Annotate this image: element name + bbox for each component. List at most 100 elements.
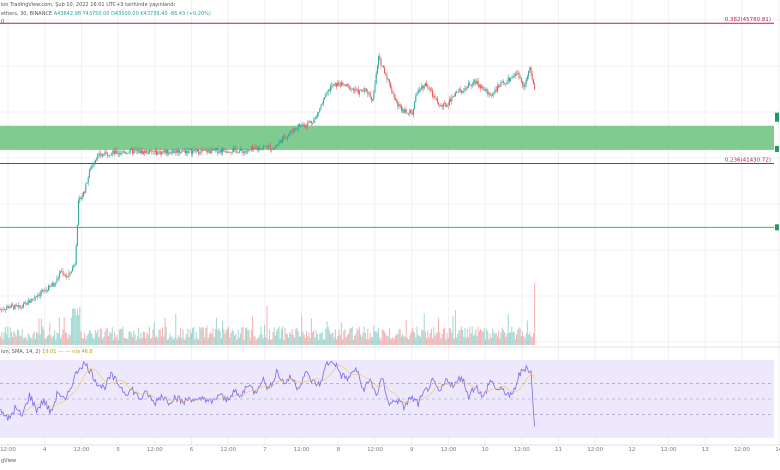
- candle-body: [367, 91, 369, 94]
- candle-body: [117, 153, 119, 155]
- volume-bar: [248, 330, 250, 345]
- volume-bar: [391, 337, 393, 345]
- candle-body: [37, 295, 39, 297]
- volume-bar: [439, 332, 441, 345]
- candle-body: [219, 149, 221, 152]
- volume-bar: [8, 337, 10, 345]
- volume-bar: [418, 336, 420, 345]
- volume-bar: [219, 331, 221, 345]
- volume-bar: [133, 331, 135, 345]
- volume-bar: [426, 338, 428, 345]
- candle-body: [225, 151, 227, 153]
- candle-body: [178, 150, 180, 153]
- candle-body: [406, 112, 408, 114]
- volume-bar: [314, 337, 316, 345]
- candle-body: [489, 93, 491, 96]
- candle-body: [499, 85, 501, 88]
- candle-body: [190, 149, 192, 154]
- candle-body: [474, 80, 476, 82]
- candle-body: [166, 149, 168, 154]
- volume-bar: [157, 338, 159, 345]
- volume-bar: [52, 335, 54, 345]
- candle-body: [262, 146, 264, 149]
- volume-bar: [262, 338, 264, 345]
- volume-bar: [92, 337, 94, 345]
- candle-body: [226, 151, 228, 153]
- volume-bar: [511, 326, 513, 345]
- candle-body: [284, 135, 286, 138]
- candle-body: [468, 83, 470, 88]
- volume-bar: [382, 330, 384, 345]
- volume-bar: [432, 338, 434, 345]
- volume-bar: [205, 328, 207, 345]
- volume-bar: [320, 333, 322, 345]
- volume-bar: [499, 338, 501, 345]
- candle-body: [439, 104, 441, 106]
- volume-bar: [121, 328, 123, 345]
- volume-bar: [142, 331, 144, 345]
- candle-body: [469, 83, 471, 85]
- candle-body: [223, 148, 225, 151]
- candle-body: [475, 80, 477, 84]
- candle-body: [264, 146, 266, 147]
- candle-body: [355, 88, 357, 91]
- candle-body: [108, 155, 110, 156]
- volume-bar: [43, 329, 45, 345]
- volume-bar: [164, 317, 166, 345]
- volume-bar: [158, 329, 160, 345]
- volume-bar: [408, 339, 410, 345]
- volume-bar: [82, 338, 84, 345]
- candle-body: [109, 155, 111, 157]
- volume-bar: [260, 326, 262, 345]
- volume-bar: [102, 338, 104, 345]
- volume-bar: [447, 337, 449, 345]
- volume-bar: [414, 332, 416, 345]
- candle-body: [148, 150, 150, 154]
- volume-bar: [507, 313, 509, 345]
- candle-body: [410, 109, 412, 113]
- candle-body: [38, 295, 40, 296]
- candle-body: [524, 84, 526, 88]
- candle-body: [268, 145, 270, 147]
- candle-body: [18, 305, 20, 307]
- volume-bar: [355, 333, 357, 345]
- candle-body: [345, 84, 347, 87]
- candle-body: [129, 149, 131, 153]
- volume-bar: [232, 331, 234, 345]
- volume-bar: [127, 338, 129, 345]
- volume-bar: [4, 326, 6, 345]
- volume-bar: [386, 335, 388, 345]
- volume-bar: [290, 334, 292, 345]
- volume-bar: [120, 328, 122, 345]
- volume-bar: [46, 335, 48, 345]
- candle-body: [98, 153, 100, 155]
- candle-body: [271, 149, 273, 151]
- candle-body: [387, 79, 389, 81]
- x-tick-label: 12:00: [734, 447, 750, 453]
- volume-bar: [417, 334, 419, 345]
- candle-body: [450, 99, 452, 102]
- volume-bar: [182, 329, 184, 345]
- volume-bar: [54, 330, 56, 345]
- volume-bar: [32, 333, 34, 345]
- candle-body: [534, 84, 536, 90]
- volume-bar: [397, 334, 399, 345]
- volume-bar: [513, 331, 515, 345]
- candle-body: [91, 165, 93, 169]
- volume-bar: [264, 324, 266, 345]
- candle-body: [334, 83, 336, 85]
- candle-body: [336, 83, 338, 87]
- volume-bar: [214, 328, 216, 345]
- candle-body: [0, 309, 2, 311]
- candle-body: [460, 90, 462, 93]
- volume-bar: [523, 335, 525, 345]
- candle-body: [174, 152, 176, 153]
- candle-body: [6, 307, 8, 310]
- candle-body: [146, 150, 148, 154]
- candle-body: [253, 147, 255, 150]
- volume-bar: [373, 325, 375, 345]
- candle-body: [80, 197, 82, 199]
- candle-body: [472, 81, 474, 84]
- volume-bar: [367, 328, 369, 345]
